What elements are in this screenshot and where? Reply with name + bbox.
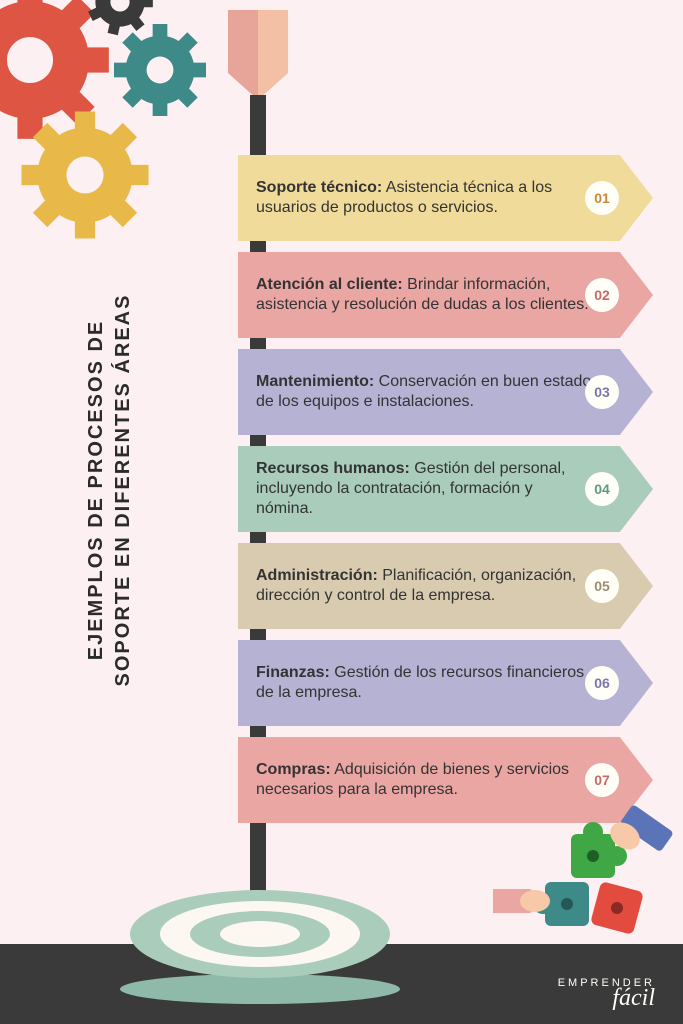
banner-item: Finanzas: Gestión de los recursos financ… <box>238 640 653 726</box>
title-line-1: EJEMPLOS DE PROCESOS DE <box>83 294 110 687</box>
puzzle-hands-decoration <box>493 804 673 944</box>
target-base <box>120 879 400 989</box>
banner-number: 01 <box>585 181 619 215</box>
banner-item: Soporte técnico: Asistencia técnica a lo… <box>238 155 653 241</box>
banner-item: Atención al cliente: Brindar información… <box>238 252 653 338</box>
gears-decoration <box>0 0 240 260</box>
title-line-2: SOPORTE EN DIFERENTES ÁREAS <box>110 294 137 687</box>
banner-text: Finanzas: Gestión de los recursos financ… <box>256 663 593 703</box>
banner-item: Administración: Planificación, organizac… <box>238 543 653 629</box>
page-title: EJEMPLOS DE PROCESOS DE SOPORTE EN DIFER… <box>83 294 137 687</box>
banner-item: Mantenimiento: Conservación en buen esta… <box>238 349 653 435</box>
banner-number: 06 <box>585 666 619 700</box>
banner-text: Compras: Adquisición de bienes y servici… <box>256 760 593 800</box>
banner-list: Soporte técnico: Asistencia técnica a lo… <box>238 155 653 834</box>
banner-number: 02 <box>585 278 619 312</box>
brand-logo: EMPRENDER fácil <box>558 977 655 1012</box>
banner-text: Recursos humanos: Gestión del personal, … <box>256 459 593 519</box>
banner-item: Recursos humanos: Gestión del personal, … <box>238 446 653 532</box>
banner-text: Soporte técnico: Asistencia técnica a lo… <box>256 178 593 218</box>
banner-text: Mantenimiento: Conservación en buen esta… <box>256 372 593 412</box>
banner-number: 04 <box>585 472 619 506</box>
logo-line-2: fácil <box>558 985 655 1012</box>
banner-text: Atención al cliente: Brindar información… <box>256 275 593 315</box>
arrow-feathers <box>228 10 288 100</box>
banner-number: 05 <box>585 569 619 603</box>
banner-number: 07 <box>585 763 619 797</box>
banner-text: Administración: Planificación, organizac… <box>256 566 593 606</box>
banner-number: 03 <box>585 375 619 409</box>
